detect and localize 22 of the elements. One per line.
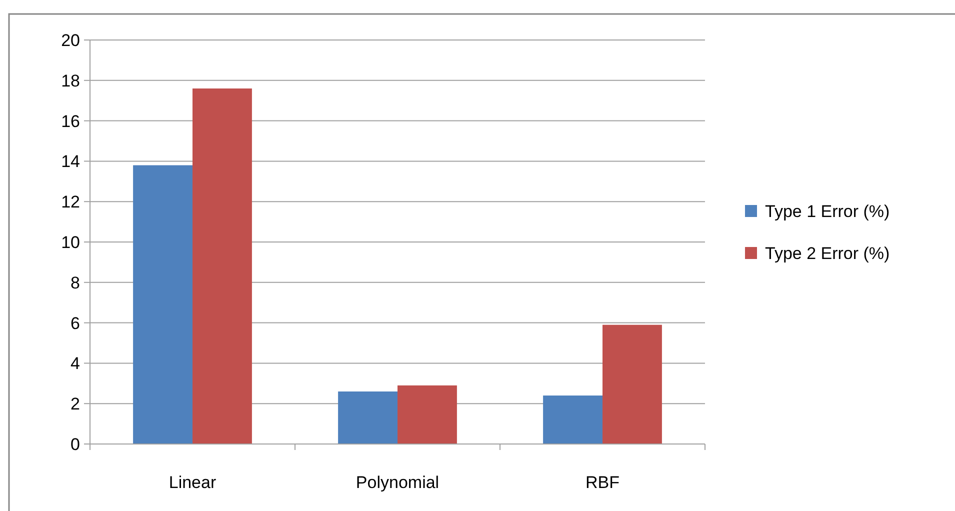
- bar: [338, 391, 398, 444]
- y-tick-label: 20: [61, 30, 80, 50]
- y-tick-label: 18: [61, 71, 80, 90]
- x-tick-label: RBF: [586, 473, 620, 492]
- y-tick-label: 4: [70, 354, 80, 374]
- bar: [133, 165, 192, 444]
- y-tick-label: 8: [70, 273, 80, 292]
- y-tick-label: 14: [61, 152, 80, 172]
- x-tick-label: Polynomial: [356, 473, 440, 492]
- legend-label: Type 1 Error (%): [765, 202, 890, 221]
- y-tick-label: 2: [70, 394, 80, 414]
- y-tick-label: 10: [61, 232, 80, 252]
- legend-label: Type 2 Error (%): [765, 244, 890, 263]
- y-tick-label: 12: [61, 192, 80, 212]
- bar: [398, 385, 457, 444]
- y-tick-label: 6: [70, 314, 80, 333]
- bar: [543, 396, 602, 444]
- y-tick-label: 16: [61, 112, 80, 131]
- bar: [192, 88, 252, 444]
- y-tick-label: 0: [70, 434, 80, 454]
- bar: [602, 324, 662, 444]
- x-tick-label: Linear: [168, 473, 216, 492]
